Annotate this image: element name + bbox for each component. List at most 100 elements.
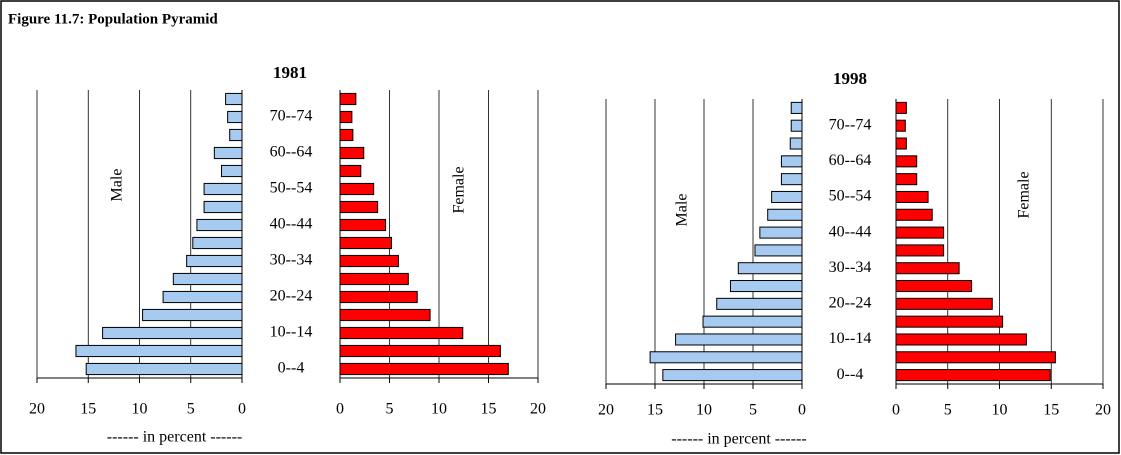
bar-female bbox=[339, 236, 392, 250]
bar-male bbox=[75, 344, 243, 358]
bar-female bbox=[895, 262, 960, 275]
figure-title: Figure 11.7: Population Pyramid bbox=[8, 11, 218, 27]
category-label: 60--64 bbox=[829, 152, 872, 169]
bar-male bbox=[649, 351, 803, 364]
category-label: 40--44 bbox=[270, 216, 313, 233]
bar-male bbox=[162, 290, 243, 304]
series-label: Male bbox=[109, 169, 126, 202]
category-label: 30--34 bbox=[270, 252, 313, 269]
bar-female bbox=[339, 128, 354, 142]
x-tick-label: 10 bbox=[132, 401, 148, 418]
x-tick-label: 20 bbox=[29, 401, 45, 418]
category-label: 10--14 bbox=[270, 324, 313, 341]
x-axis-label: ------ in percent ------ bbox=[671, 431, 806, 448]
bar-female bbox=[339, 164, 362, 178]
bar-female bbox=[339, 182, 375, 196]
x-tick-label: 5 bbox=[944, 402, 952, 419]
bar-male bbox=[771, 190, 803, 203]
x-tick-label: 20 bbox=[1095, 402, 1111, 419]
bar-female bbox=[339, 308, 431, 322]
x-tick-label: 5 bbox=[187, 401, 195, 418]
bar-male bbox=[716, 297, 803, 310]
bar-male bbox=[229, 128, 243, 142]
bar-female bbox=[895, 119, 906, 132]
category-label: 70--74 bbox=[829, 116, 872, 133]
bar-female bbox=[895, 333, 1027, 346]
x-tick-label: 15 bbox=[481, 401, 497, 418]
bar-male bbox=[675, 333, 803, 346]
bar-female bbox=[895, 351, 1056, 364]
bar-female bbox=[339, 110, 353, 124]
bar-male bbox=[737, 262, 803, 275]
bar-female bbox=[895, 280, 973, 293]
bar-female bbox=[339, 146, 365, 160]
x-tick-label: 20 bbox=[530, 401, 546, 418]
bar-female bbox=[895, 155, 918, 168]
x-tick-label: 15 bbox=[647, 402, 663, 419]
bar-male bbox=[213, 146, 243, 160]
bar-male bbox=[789, 137, 803, 150]
series-label: Female bbox=[1016, 171, 1033, 218]
x-tick-label: 0 bbox=[336, 401, 344, 418]
bar-male bbox=[142, 308, 243, 322]
bar-male bbox=[192, 236, 243, 250]
series-label: Male bbox=[674, 194, 691, 227]
bar-male bbox=[221, 164, 243, 178]
bar-male bbox=[702, 315, 803, 328]
bar-female bbox=[895, 244, 945, 257]
category-label: 10--14 bbox=[829, 330, 872, 347]
bar-male bbox=[85, 362, 243, 376]
series-label: Female bbox=[451, 166, 468, 213]
category-label: 20--24 bbox=[829, 295, 872, 312]
bar-male bbox=[767, 208, 803, 221]
x-tick-label: 0 bbox=[892, 402, 900, 419]
bar-female bbox=[895, 208, 933, 221]
category-label: 50--54 bbox=[270, 180, 313, 197]
x-tick-label: 0 bbox=[798, 402, 806, 419]
chart-title: 1998 bbox=[833, 69, 867, 88]
x-tick-label: 10 bbox=[696, 402, 712, 419]
bar-male bbox=[754, 244, 803, 257]
bar-male bbox=[203, 200, 243, 214]
bar-female bbox=[895, 297, 993, 310]
bar-female bbox=[895, 137, 907, 150]
x-tick-label: 15 bbox=[80, 401, 96, 418]
category-label: 50--54 bbox=[829, 188, 872, 205]
bar-male bbox=[172, 272, 243, 286]
x-tick-label: 20 bbox=[598, 402, 614, 419]
bar-male bbox=[225, 92, 243, 106]
x-tick-label: 10 bbox=[431, 401, 447, 418]
bar-female bbox=[895, 173, 918, 186]
chart-title: 1981 bbox=[273, 63, 307, 82]
bar-female bbox=[895, 226, 945, 239]
x-axis-label: ------ in percent ------ bbox=[107, 429, 242, 446]
bar-female bbox=[339, 272, 409, 286]
x-tick-label: 0 bbox=[238, 401, 246, 418]
category-label: 0--4 bbox=[837, 366, 864, 383]
bar-male bbox=[780, 173, 803, 186]
bar-male bbox=[790, 101, 803, 114]
bar-male bbox=[759, 226, 803, 239]
category-label: 0--4 bbox=[278, 360, 305, 377]
category-label: 60--64 bbox=[270, 144, 313, 161]
bar-female bbox=[339, 326, 464, 340]
bar-male bbox=[780, 155, 803, 168]
bar-male bbox=[196, 218, 243, 232]
category-label: 20--24 bbox=[270, 288, 313, 305]
category-label: 40--44 bbox=[829, 223, 872, 240]
bar-male bbox=[729, 280, 803, 293]
x-tick-label: 15 bbox=[1043, 402, 1059, 419]
bar-female bbox=[339, 200, 379, 214]
bar-female bbox=[895, 190, 929, 203]
bar-female bbox=[339, 218, 387, 232]
bar-male bbox=[790, 119, 803, 132]
bar-female bbox=[339, 290, 418, 304]
bar-female bbox=[339, 362, 509, 376]
bar-male bbox=[662, 369, 803, 382]
x-tick-label: 5 bbox=[386, 401, 394, 418]
bar-female bbox=[895, 101, 907, 114]
bar-male bbox=[186, 254, 243, 268]
